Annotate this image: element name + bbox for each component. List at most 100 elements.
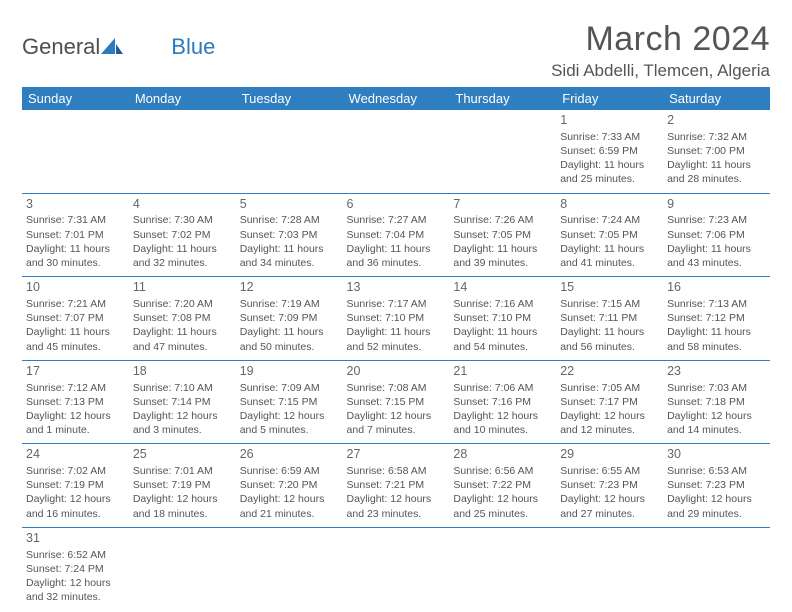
daylight-text: Daylight: 11 hours and 43 minutes. (667, 242, 766, 270)
sunset-text: Sunset: 7:04 PM (347, 228, 446, 242)
daylight-text: Daylight: 12 hours and 29 minutes. (667, 492, 766, 520)
sunset-text: Sunset: 7:07 PM (26, 311, 125, 325)
calendar-table: Sunday Monday Tuesday Wednesday Thursday… (22, 87, 770, 610)
daylight-text: Daylight: 11 hours and 45 minutes. (26, 325, 125, 353)
calendar-day-cell: 2Sunrise: 7:32 AMSunset: 7:00 PMDaylight… (663, 110, 770, 193)
sunrise-text: Sunrise: 6:56 AM (453, 464, 552, 478)
daylight-text: Daylight: 11 hours and 56 minutes. (560, 325, 659, 353)
sunset-text: Sunset: 7:00 PM (667, 144, 766, 158)
header: General Blue March 2024 Sidi Abdelli, Tl… (22, 20, 770, 81)
day-number: 28 (453, 446, 552, 463)
sunset-text: Sunset: 7:17 PM (560, 395, 659, 409)
sunrise-text: Sunrise: 7:10 AM (133, 381, 232, 395)
calendar-day-cell: 21Sunrise: 7:06 AMSunset: 7:16 PMDayligh… (449, 360, 556, 444)
calendar-week-row: 10Sunrise: 7:21 AMSunset: 7:07 PMDayligh… (22, 277, 770, 361)
daylight-text: Daylight: 11 hours and 52 minutes. (347, 325, 446, 353)
day-number: 24 (26, 446, 125, 463)
sunrise-text: Sunrise: 7:16 AM (453, 297, 552, 311)
calendar-week-row: 31Sunrise: 6:52 AMSunset: 7:24 PMDayligh… (22, 527, 770, 610)
calendar-day-cell (556, 527, 663, 610)
calendar-week-row: 17Sunrise: 7:12 AMSunset: 7:13 PMDayligh… (22, 360, 770, 444)
calendar-week-row: 1Sunrise: 7:33 AMSunset: 6:59 PMDaylight… (22, 110, 770, 193)
sunrise-text: Sunrise: 7:30 AM (133, 213, 232, 227)
sunset-text: Sunset: 7:23 PM (667, 478, 766, 492)
day-number: 29 (560, 446, 659, 463)
sunrise-text: Sunrise: 6:59 AM (240, 464, 339, 478)
daylight-text: Daylight: 12 hours and 10 minutes. (453, 409, 552, 437)
sunset-text: Sunset: 7:13 PM (26, 395, 125, 409)
day-number: 14 (453, 279, 552, 296)
sunrise-text: Sunrise: 7:05 AM (560, 381, 659, 395)
calendar-day-cell: 18Sunrise: 7:10 AMSunset: 7:14 PMDayligh… (129, 360, 236, 444)
sunset-text: Sunset: 7:24 PM (26, 562, 125, 576)
daylight-text: Daylight: 11 hours and 54 minutes. (453, 325, 552, 353)
sunrise-text: Sunrise: 7:24 AM (560, 213, 659, 227)
daylight-text: Daylight: 12 hours and 18 minutes. (133, 492, 232, 520)
calendar-day-cell: 25Sunrise: 7:01 AMSunset: 7:19 PMDayligh… (129, 444, 236, 528)
sunset-text: Sunset: 7:15 PM (347, 395, 446, 409)
calendar-day-cell: 16Sunrise: 7:13 AMSunset: 7:12 PMDayligh… (663, 277, 770, 361)
calendar-day-cell: 7Sunrise: 7:26 AMSunset: 7:05 PMDaylight… (449, 193, 556, 277)
day-number: 6 (347, 196, 446, 213)
daylight-text: Daylight: 11 hours and 36 minutes. (347, 242, 446, 270)
calendar-day-cell: 11Sunrise: 7:20 AMSunset: 7:08 PMDayligh… (129, 277, 236, 361)
sunrise-text: Sunrise: 7:08 AM (347, 381, 446, 395)
calendar-day-cell: 20Sunrise: 7:08 AMSunset: 7:15 PMDayligh… (343, 360, 450, 444)
sunset-text: Sunset: 7:14 PM (133, 395, 232, 409)
daylight-text: Daylight: 12 hours and 1 minute. (26, 409, 125, 437)
sunrise-text: Sunrise: 7:33 AM (560, 130, 659, 144)
calendar-day-cell (236, 527, 343, 610)
sunset-text: Sunset: 7:12 PM (667, 311, 766, 325)
sunset-text: Sunset: 7:19 PM (26, 478, 125, 492)
calendar-day-cell: 22Sunrise: 7:05 AMSunset: 7:17 PMDayligh… (556, 360, 663, 444)
calendar-day-cell: 31Sunrise: 6:52 AMSunset: 7:24 PMDayligh… (22, 527, 129, 610)
calendar-day-cell: 12Sunrise: 7:19 AMSunset: 7:09 PMDayligh… (236, 277, 343, 361)
sunrise-text: Sunrise: 7:13 AM (667, 297, 766, 311)
day-number: 10 (26, 279, 125, 296)
weekday-header-row: Sunday Monday Tuesday Wednesday Thursday… (22, 87, 770, 110)
calendar-day-cell: 15Sunrise: 7:15 AMSunset: 7:11 PMDayligh… (556, 277, 663, 361)
sunrise-text: Sunrise: 7:19 AM (240, 297, 339, 311)
sunrise-text: Sunrise: 7:27 AM (347, 213, 446, 227)
calendar-day-cell: 23Sunrise: 7:03 AMSunset: 7:18 PMDayligh… (663, 360, 770, 444)
sunset-text: Sunset: 7:16 PM (453, 395, 552, 409)
day-number: 16 (667, 279, 766, 296)
day-number: 9 (667, 196, 766, 213)
sunset-text: Sunset: 7:15 PM (240, 395, 339, 409)
calendar-day-cell (236, 110, 343, 193)
daylight-text: Daylight: 11 hours and 30 minutes. (26, 242, 125, 270)
title-block: March 2024 Sidi Abdelli, Tlemcen, Algeri… (551, 20, 770, 81)
calendar-day-cell: 13Sunrise: 7:17 AMSunset: 7:10 PMDayligh… (343, 277, 450, 361)
sunset-text: Sunset: 7:22 PM (453, 478, 552, 492)
sunrise-text: Sunrise: 6:53 AM (667, 464, 766, 478)
sunrise-text: Sunrise: 7:21 AM (26, 297, 125, 311)
daylight-text: Daylight: 12 hours and 16 minutes. (26, 492, 125, 520)
sunset-text: Sunset: 7:10 PM (347, 311, 446, 325)
calendar-day-cell (449, 527, 556, 610)
daylight-text: Daylight: 12 hours and 25 minutes. (453, 492, 552, 520)
weekday-header: Wednesday (343, 87, 450, 110)
calendar-day-cell: 5Sunrise: 7:28 AMSunset: 7:03 PMDaylight… (236, 193, 343, 277)
sunset-text: Sunset: 7:05 PM (560, 228, 659, 242)
calendar-day-cell: 8Sunrise: 7:24 AMSunset: 7:05 PMDaylight… (556, 193, 663, 277)
logo: General Blue (22, 34, 215, 60)
sunrise-text: Sunrise: 6:55 AM (560, 464, 659, 478)
sunrise-text: Sunrise: 7:31 AM (26, 213, 125, 227)
day-number: 8 (560, 196, 659, 213)
sunrise-text: Sunrise: 7:26 AM (453, 213, 552, 227)
sunset-text: Sunset: 7:09 PM (240, 311, 339, 325)
sunset-text: Sunset: 7:18 PM (667, 395, 766, 409)
sunset-text: Sunset: 7:08 PM (133, 311, 232, 325)
daylight-text: Daylight: 11 hours and 25 minutes. (560, 158, 659, 186)
sunset-text: Sunset: 7:23 PM (560, 478, 659, 492)
calendar-day-cell (343, 527, 450, 610)
day-number: 18 (133, 363, 232, 380)
calendar-day-cell: 17Sunrise: 7:12 AMSunset: 7:13 PMDayligh… (22, 360, 129, 444)
day-number: 19 (240, 363, 339, 380)
daylight-text: Daylight: 12 hours and 7 minutes. (347, 409, 446, 437)
day-number: 1 (560, 112, 659, 129)
day-number: 13 (347, 279, 446, 296)
sunset-text: Sunset: 7:02 PM (133, 228, 232, 242)
sunset-text: Sunset: 7:21 PM (347, 478, 446, 492)
daylight-text: Daylight: 12 hours and 5 minutes. (240, 409, 339, 437)
